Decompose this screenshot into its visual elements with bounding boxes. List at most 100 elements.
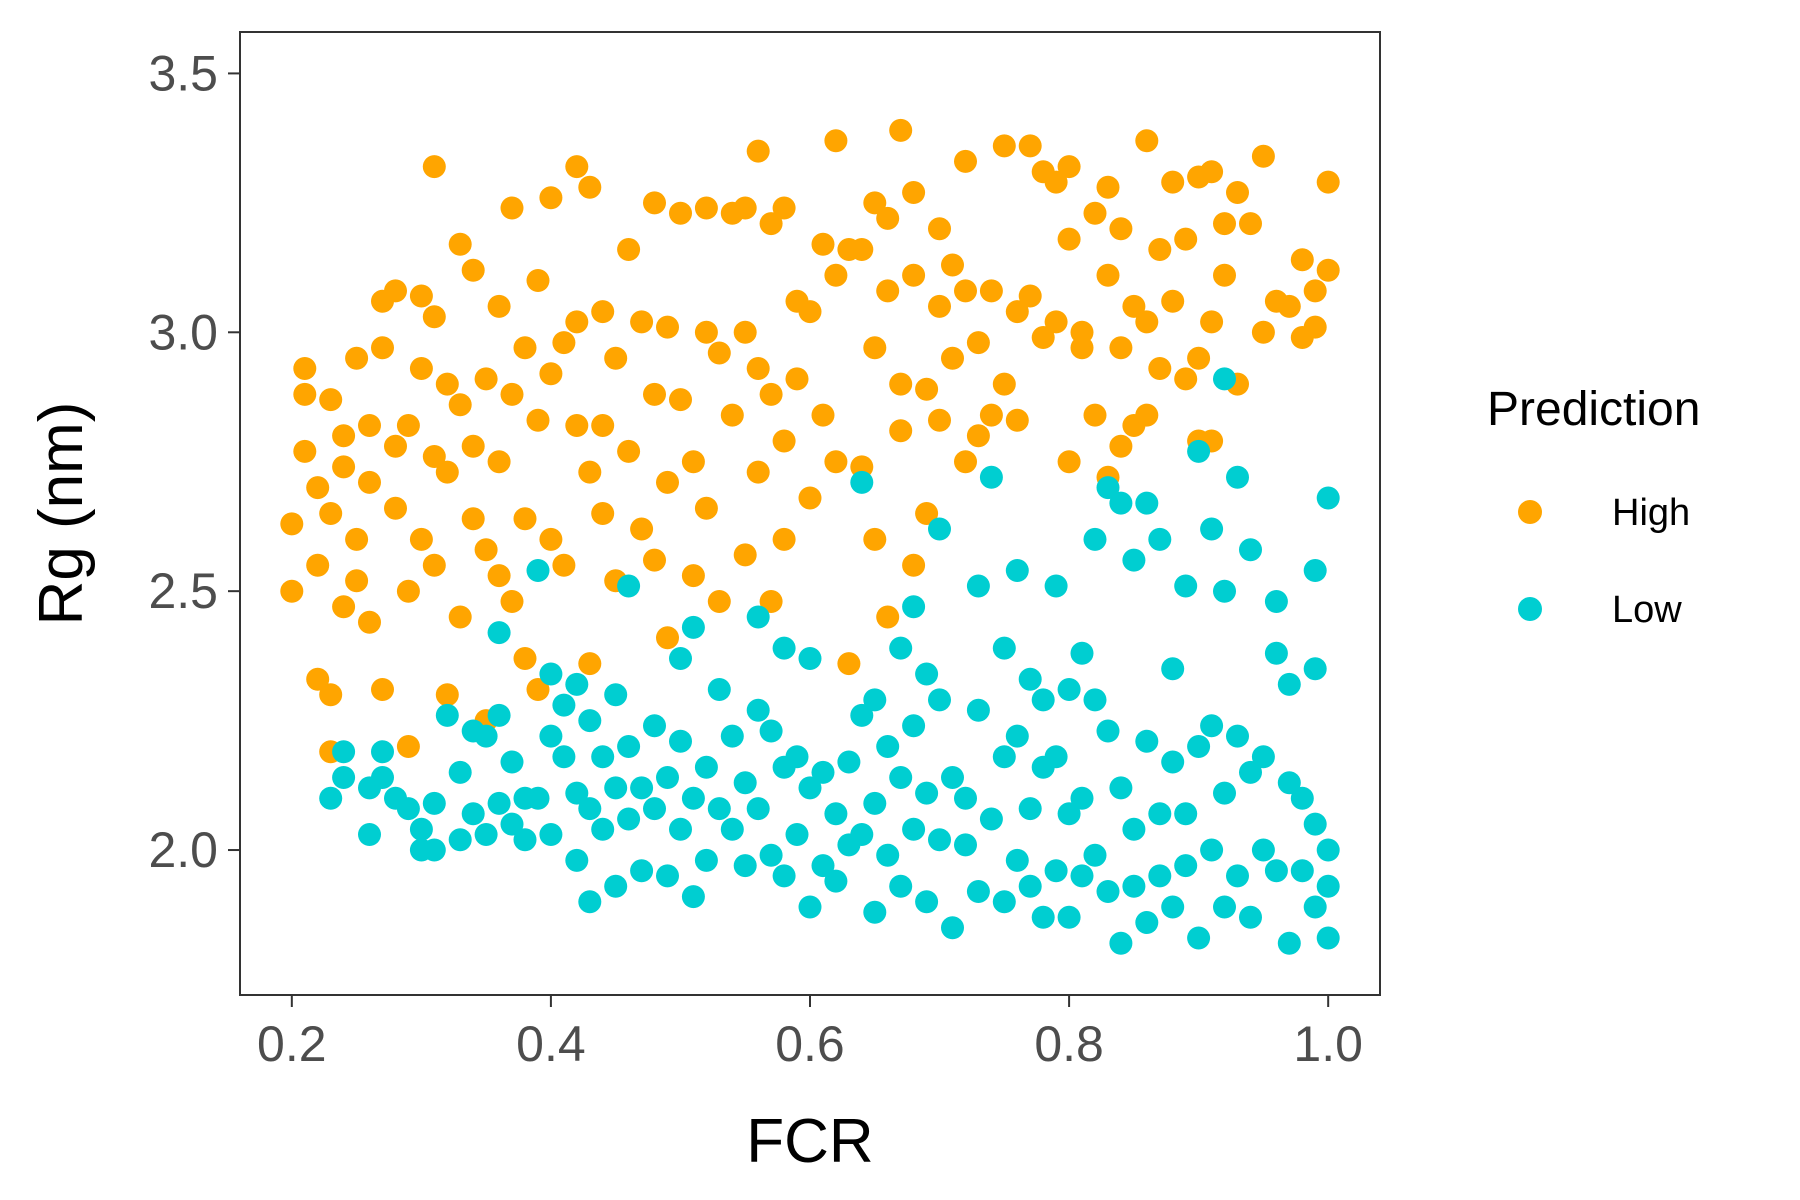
point-high	[435, 372, 459, 396]
point-high	[500, 590, 524, 613]
point-low	[1070, 786, 1094, 810]
point-high	[1122, 294, 1146, 318]
point-high	[1057, 155, 1081, 179]
point-high	[293, 439, 317, 463]
point-low	[1316, 874, 1340, 898]
point-low	[889, 636, 913, 660]
point-low	[1044, 574, 1068, 598]
point-high	[1083, 403, 1107, 427]
point-high	[1174, 367, 1198, 391]
point-low	[837, 750, 861, 774]
point-high	[1161, 289, 1185, 313]
point-high	[409, 357, 433, 380]
point-low	[1044, 859, 1068, 883]
point-low	[1070, 864, 1094, 888]
point-high	[1135, 310, 1159, 334]
point-high	[422, 155, 446, 179]
point-low	[656, 766, 679, 789]
point-low	[1303, 812, 1327, 836]
point-high	[733, 543, 757, 567]
point-high	[617, 439, 641, 463]
point-low	[539, 823, 563, 846]
point-high	[578, 652, 602, 676]
point-low	[979, 465, 1003, 489]
point-low	[733, 854, 757, 878]
point-low	[681, 885, 705, 909]
point-low	[643, 797, 666, 821]
point-low	[669, 729, 692, 753]
point-high	[889, 372, 913, 396]
point-low	[1083, 527, 1107, 551]
point-high	[539, 527, 563, 551]
point-high	[656, 470, 679, 494]
point-high	[565, 310, 589, 334]
point-low	[591, 745, 615, 769]
point-high	[643, 548, 666, 572]
point-low	[1239, 905, 1262, 929]
point-high	[759, 382, 783, 406]
point-high	[746, 460, 770, 484]
point-high	[422, 445, 446, 468]
point-high	[1316, 170, 1340, 194]
point-high	[422, 305, 446, 329]
point-low	[746, 605, 770, 629]
point-low	[850, 703, 874, 727]
point-high	[500, 382, 524, 406]
point-high	[979, 279, 1003, 303]
point-high	[448, 393, 472, 417]
point-high	[966, 331, 990, 355]
point-high	[850, 238, 874, 261]
point-low	[358, 823, 381, 846]
point-low	[902, 595, 926, 619]
point-high	[979, 403, 1003, 427]
point-low	[409, 817, 433, 841]
point-low	[1005, 848, 1029, 872]
x-tick-label: 0.2	[257, 1016, 327, 1072]
point-high	[1057, 227, 1081, 251]
point-high	[707, 341, 731, 365]
point-high	[863, 336, 887, 360]
point-low	[1200, 838, 1224, 862]
point-high	[915, 502, 939, 525]
point-high	[578, 460, 602, 484]
x-tick-label: 0.4	[516, 1016, 586, 1072]
point-low	[1251, 745, 1275, 769]
point-high	[409, 284, 433, 308]
point-high	[1109, 217, 1133, 241]
point-high	[811, 403, 835, 427]
point-low	[1213, 895, 1236, 919]
point-high	[1044, 170, 1068, 194]
points-layer	[280, 118, 1340, 955]
point-high	[552, 553, 576, 577]
point-high	[746, 139, 770, 163]
point-low	[1187, 735, 1211, 758]
point-high	[591, 300, 615, 324]
point-low	[746, 698, 770, 722]
point-high	[345, 569, 369, 593]
point-low	[824, 869, 848, 893]
point-low	[1057, 905, 1081, 929]
point-high	[669, 201, 692, 225]
point-low	[487, 621, 511, 645]
point-low	[902, 817, 926, 841]
point-low	[1005, 559, 1029, 582]
point-high	[474, 367, 498, 391]
point-low	[526, 559, 550, 582]
point-low	[966, 574, 990, 598]
point-high	[1174, 227, 1198, 251]
point-high	[630, 517, 654, 541]
point-low	[396, 797, 420, 821]
point-low	[1083, 688, 1107, 712]
point-low	[526, 786, 550, 810]
y-axis: 2.0 2.5 3.0 3.5	[148, 45, 240, 878]
point-low	[1226, 864, 1249, 888]
point-low	[1290, 859, 1314, 883]
point-high	[915, 377, 939, 401]
point-low	[1174, 574, 1198, 598]
y-tick-label: 3.5	[148, 45, 218, 101]
point-low	[785, 745, 809, 769]
point-low	[811, 760, 835, 784]
point-high	[617, 238, 641, 261]
point-high	[461, 258, 485, 282]
point-high	[332, 455, 356, 479]
